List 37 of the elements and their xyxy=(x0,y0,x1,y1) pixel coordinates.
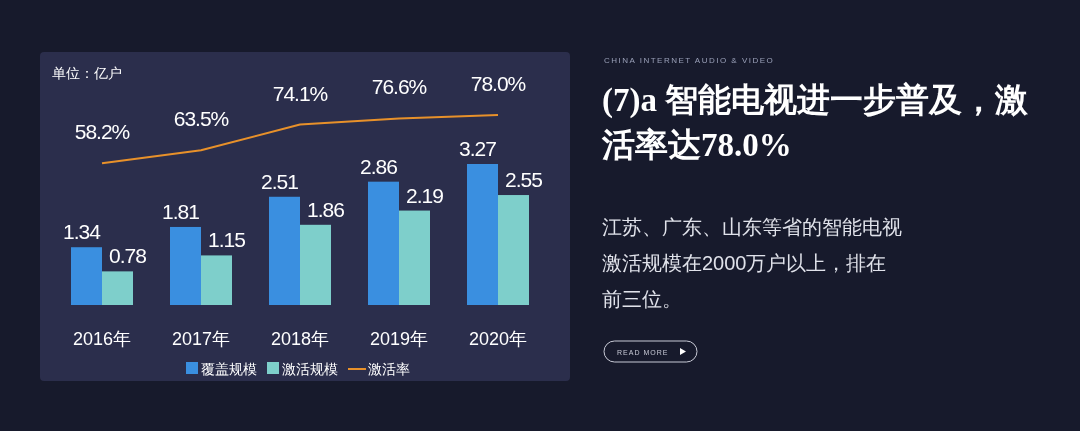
data-label: 3.27 xyxy=(459,137,497,160)
bar xyxy=(170,226,201,305)
data-label: 1.81 xyxy=(162,199,200,223)
bar xyxy=(467,164,498,305)
data-label: 2.86 xyxy=(360,154,398,178)
x-tick-label: 2018年 xyxy=(270,329,330,349)
data-label: 2.51 xyxy=(261,169,299,193)
text: (7)a 智能电视进一步普及，激活率达78.0% xyxy=(601,81,1030,163)
data-label: 2.55 xyxy=(505,168,543,192)
data-label: 76.6% xyxy=(371,75,427,99)
x-tick-label: 2019年 xyxy=(369,329,429,349)
legend-label: 激活规模 xyxy=(282,361,338,377)
bar xyxy=(71,247,102,305)
bar xyxy=(368,181,399,305)
bar xyxy=(201,255,232,305)
text: CHINA INTERNET AUDIO & VIDEO xyxy=(604,56,775,65)
bar xyxy=(498,195,529,305)
data-label: 63.5% xyxy=(173,107,229,131)
text: 单位：亿户 xyxy=(52,65,122,81)
data-label: 78.0% xyxy=(470,72,526,95)
bar xyxy=(399,210,430,305)
data-label: 58.2% xyxy=(74,120,130,144)
x-tick-label: 2016年 xyxy=(72,329,132,349)
legend-label: 激活率 xyxy=(368,361,410,377)
data-label: 74.1% xyxy=(272,81,328,105)
data-label: 2.19 xyxy=(406,183,444,207)
data-label: 1.86 xyxy=(307,197,345,221)
x-tick-label: 2020年 xyxy=(468,329,528,349)
x-tick-label: 2017年 xyxy=(171,329,231,349)
data-label: 1.15 xyxy=(208,228,246,252)
text: 江苏、广东、山东等省的智能电视激活规模在2000万户以上，排在前三位。 xyxy=(602,216,902,310)
legend-label: 覆盖规模 xyxy=(201,361,257,377)
data-label: 1.34 xyxy=(63,220,102,244)
data-label: 0.78 xyxy=(109,244,147,268)
bar xyxy=(102,271,133,305)
bar xyxy=(269,196,300,305)
bar xyxy=(300,224,331,305)
